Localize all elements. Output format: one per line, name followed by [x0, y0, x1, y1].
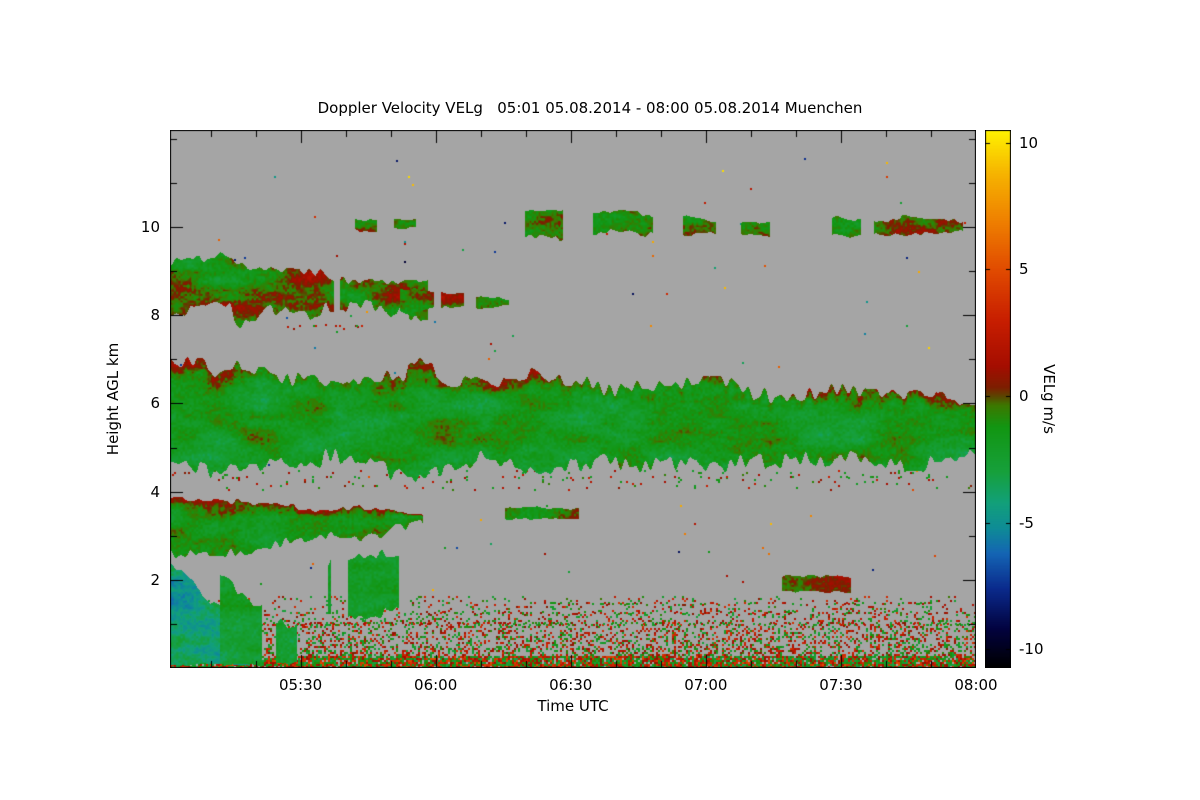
- colorbar-tick-label: 10: [1019, 133, 1039, 152]
- y-tick-label: 8: [150, 306, 160, 325]
- colorbar-tick-label: 0: [1019, 386, 1029, 405]
- colorbar-tick-label: -10: [1019, 640, 1044, 659]
- chart-title: Doppler Velocity VELg 05:01 05.08.2014 -…: [317, 99, 863, 117]
- y-tick-label: 2: [150, 570, 160, 589]
- heatmap-canvas: [170, 130, 976, 668]
- x-tick-label: 06:00: [414, 676, 458, 694]
- colorbar-tick-label: -5: [1019, 513, 1034, 532]
- y-tick-label: 6: [150, 394, 160, 413]
- y-tick-label: 10: [140, 218, 160, 237]
- x-tick-label: 07:00: [684, 676, 728, 694]
- x-tick-label: 06:30: [549, 676, 593, 694]
- y-tick-label: 4: [150, 482, 160, 501]
- colorbar-canvas: [985, 130, 1011, 668]
- x-tick-label: 05:30: [278, 676, 323, 694]
- x-tick-label: 07:30: [819, 676, 863, 694]
- x-axis-label: Time UTC: [537, 697, 609, 715]
- x-tick-label: 08:00: [954, 676, 998, 694]
- colorbar-tick-label: 5: [1019, 260, 1029, 279]
